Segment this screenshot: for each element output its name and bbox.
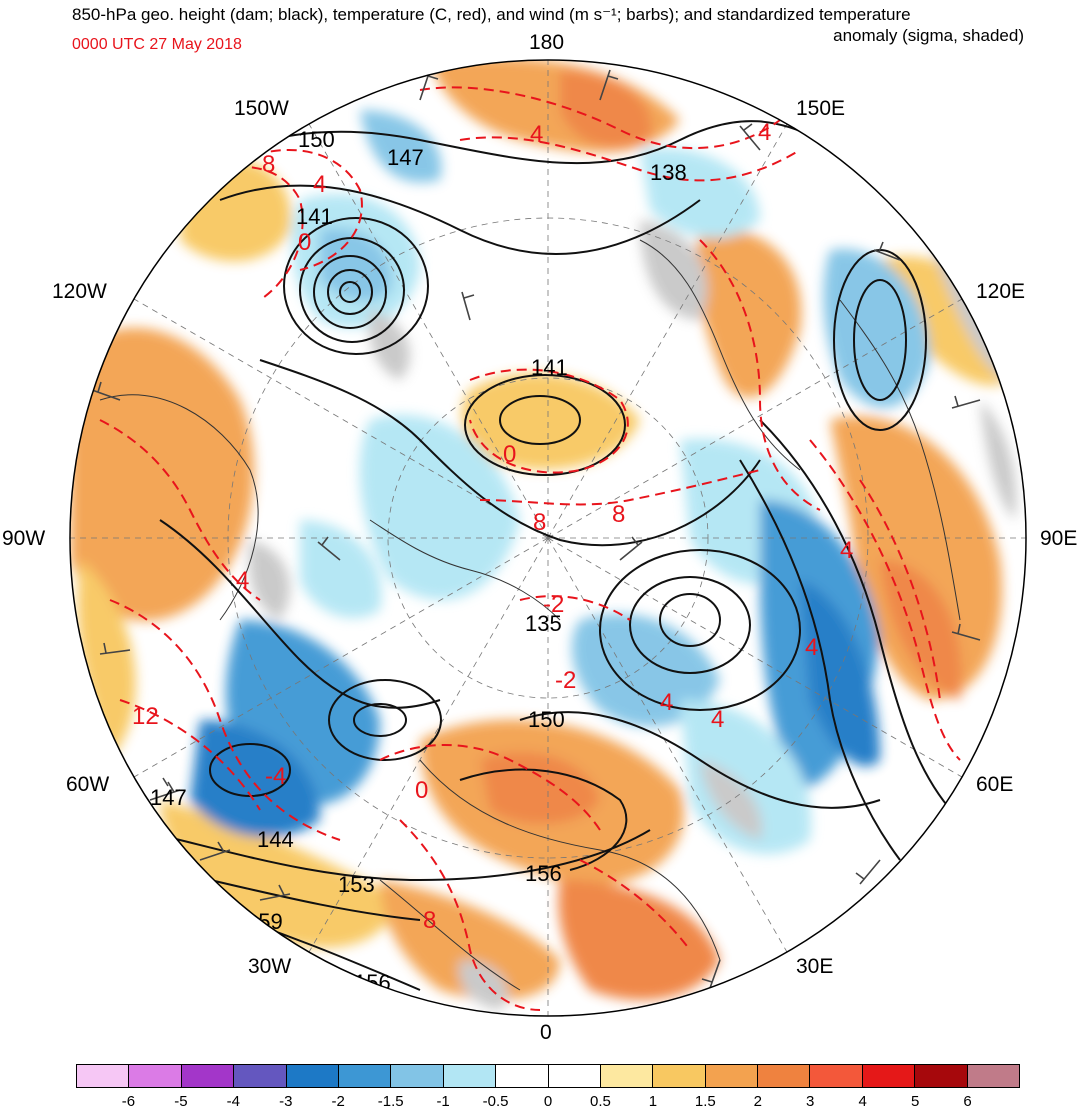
temperature-label: 4	[805, 634, 818, 661]
temperature-label: 0	[503, 441, 516, 468]
colorbar-segment	[129, 1065, 182, 1087]
title-line-2: anomaly (sigma, shaded)	[833, 26, 1024, 45]
colorbar-segment	[77, 1065, 130, 1087]
geopotential-height-contours	[89, 120, 961, 991]
temperature-label: 12	[132, 703, 159, 730]
lon-label-0: 0	[540, 1021, 552, 1044]
temperature-label: 4	[236, 567, 249, 594]
colorbar-tick: 3	[806, 1093, 815, 1110]
lon-label-150e: 150E	[796, 97, 846, 120]
colorbar-tick: 1	[648, 1093, 658, 1110]
polar-stereographic-map: 150 147 141 138 141 135 150 147 144 153 …	[69, 59, 1027, 1017]
colorbar-segment	[600, 1065, 654, 1087]
colorbar-tick: 0.5	[590, 1093, 611, 1110]
height-label: 141	[531, 355, 568, 380]
lon-label-30w: 30W	[248, 955, 292, 978]
height-label: 141	[296, 204, 333, 229]
colorbar-segment	[915, 1065, 968, 1087]
colorbar-tick: -0.5	[482, 1093, 509, 1110]
wind-barbs	[91, 69, 981, 989]
colorbar-segment	[758, 1065, 811, 1087]
colorbar-segment	[548, 1065, 601, 1087]
lon-label-30e: 30E	[796, 955, 834, 978]
lon-label-120e: 120E	[976, 280, 1026, 303]
colorbar-segment	[496, 1065, 549, 1087]
height-label: 153	[338, 872, 375, 897]
colorbar-tick-labels: -6 -5 -4 -3 -2 -1.5 -1 -0.5 0 0.5 1 1.5 2 3 4 5 6	[76, 1093, 1020, 1113]
colorbar-segment	[391, 1065, 444, 1087]
lon-label-90e: 90E	[1040, 527, 1078, 550]
temperature-label: -2	[543, 591, 564, 618]
colorbar-tick: -1	[436, 1093, 450, 1110]
colorbar-tick: -6	[121, 1093, 136, 1110]
colorbar-tick: -4	[226, 1093, 240, 1110]
colorbar-segment	[705, 1065, 759, 1087]
lon-label-60e: 60E	[976, 773, 1014, 796]
colorbar-tick: -3	[279, 1093, 293, 1110]
temperature-label: -2	[555, 667, 576, 694]
lon-label-60w: 60W	[66, 773, 110, 796]
colorbar-tick: 0	[543, 1093, 553, 1110]
colorbar-tick: -2	[331, 1093, 345, 1110]
height-label: 135	[525, 611, 562, 636]
colorbar-segment	[338, 1065, 392, 1087]
temperature-label: 4	[660, 689, 673, 716]
height-label: 147	[150, 785, 187, 810]
lon-label-180: 180	[529, 31, 565, 54]
colorbar-tick: -1.5	[377, 1093, 404, 1110]
valid-time-label: 0000 UTC 27 May 2018	[72, 36, 242, 53]
colorbar-tick: 2	[753, 1093, 762, 1110]
height-label: 150	[298, 127, 335, 152]
height-label: 144	[257, 827, 294, 852]
temperature-label: 8	[262, 151, 275, 178]
temperature-label: 4	[758, 119, 771, 146]
temperature-label: 0	[298, 229, 311, 256]
colorbar-segment	[286, 1065, 339, 1087]
temperature-label: 8	[612, 501, 625, 528]
temperature-label: 4	[711, 706, 724, 733]
colorbar-tick: 1.5	[694, 1093, 716, 1110]
coastlines	[99, 239, 961, 991]
colorbar-tick: 4	[858, 1093, 867, 1110]
temperature-contour-labels: 8 4 0 4 4 0 8 8 -2 4 4 4 4 12 -4 0 8 -2 …	[132, 119, 853, 934]
temperature-label: 4	[840, 537, 853, 564]
map-boundary	[69, 59, 1027, 1017]
temperature-label: 0	[415, 777, 428, 804]
colorbar-tick: 6	[963, 1093, 972, 1110]
height-label: 147	[387, 145, 424, 170]
lon-label-90w: 90W	[2, 527, 46, 550]
height-label: 156	[525, 861, 562, 886]
colorbar-tick: -5	[174, 1093, 188, 1110]
colorbar-segment	[443, 1065, 497, 1087]
lon-label-150w: 150W	[234, 97, 289, 120]
height-label: 138	[650, 160, 687, 185]
lon-label-120w: 120W	[52, 280, 107, 303]
temperature-label: 8	[423, 907, 436, 934]
colorbar-segment	[810, 1065, 863, 1087]
temperature-label: 8	[533, 509, 546, 536]
colorbar-segment	[181, 1065, 235, 1087]
temperature-label: 4	[313, 171, 326, 198]
colorbar-segment	[653, 1065, 706, 1087]
colorbar-tick: 5	[910, 1093, 920, 1110]
colorbar-segment	[234, 1065, 287, 1087]
colorbar-segment	[862, 1065, 916, 1087]
map-title: 850-hPa geo. height (dam; black), temper…	[72, 4, 1072, 46]
height-label: 150	[528, 707, 565, 732]
temperature-label: -4	[265, 763, 286, 790]
colorbar-segment	[967, 1065, 1020, 1087]
title-line-1: 850-hPa geo. height (dam; black), temper…	[72, 5, 911, 24]
anomaly-colorbar	[76, 1064, 1020, 1088]
temperature-label: 4	[530, 121, 543, 148]
